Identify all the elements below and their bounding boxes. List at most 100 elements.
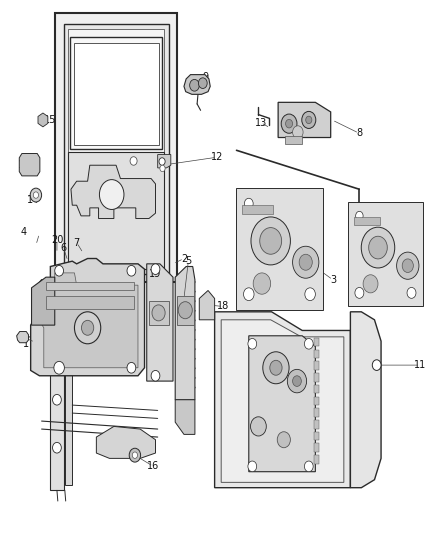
- Polygon shape: [175, 400, 195, 434]
- Text: 12: 12: [211, 152, 223, 162]
- Bar: [242, 205, 273, 214]
- Circle shape: [55, 265, 64, 276]
- Circle shape: [260, 228, 282, 254]
- Circle shape: [127, 265, 136, 276]
- Bar: [314, 361, 319, 370]
- Polygon shape: [19, 154, 40, 176]
- Bar: [314, 397, 319, 405]
- Circle shape: [407, 287, 416, 298]
- Bar: [314, 385, 319, 393]
- Polygon shape: [68, 152, 164, 269]
- Circle shape: [293, 126, 303, 139]
- Text: 11: 11: [414, 360, 427, 370]
- Circle shape: [263, 352, 289, 384]
- Text: 10: 10: [18, 160, 30, 170]
- Circle shape: [33, 192, 39, 198]
- Circle shape: [74, 312, 101, 344]
- Circle shape: [253, 273, 271, 294]
- Polygon shape: [37, 273, 138, 368]
- Text: 9: 9: [203, 72, 209, 82]
- Circle shape: [198, 78, 207, 88]
- Text: 8: 8: [356, 128, 362, 138]
- Circle shape: [277, 432, 290, 448]
- Polygon shape: [38, 113, 48, 127]
- Circle shape: [160, 165, 165, 172]
- Circle shape: [99, 180, 124, 209]
- Polygon shape: [32, 277, 55, 325]
- Circle shape: [151, 264, 160, 274]
- Bar: [314, 408, 319, 417]
- Text: 17: 17: [101, 206, 113, 215]
- Polygon shape: [158, 155, 171, 168]
- Circle shape: [299, 254, 312, 270]
- Text: 3: 3: [330, 275, 336, 285]
- Polygon shape: [50, 368, 64, 490]
- Circle shape: [244, 198, 253, 209]
- Circle shape: [293, 376, 301, 386]
- Polygon shape: [350, 312, 381, 488]
- Polygon shape: [184, 75, 210, 94]
- Circle shape: [305, 288, 315, 301]
- Circle shape: [248, 338, 257, 349]
- Circle shape: [248, 461, 257, 472]
- Circle shape: [304, 338, 313, 349]
- Polygon shape: [215, 312, 350, 488]
- Bar: [354, 217, 380, 225]
- Polygon shape: [236, 188, 323, 310]
- Circle shape: [369, 236, 387, 259]
- Bar: [314, 338, 319, 346]
- Text: 20: 20: [51, 235, 63, 245]
- Text: 18: 18: [217, 302, 230, 311]
- Circle shape: [251, 217, 290, 265]
- Circle shape: [363, 275, 378, 293]
- Polygon shape: [348, 202, 423, 306]
- Circle shape: [127, 362, 136, 373]
- Polygon shape: [55, 13, 177, 282]
- Circle shape: [270, 360, 282, 375]
- Circle shape: [293, 246, 319, 278]
- Bar: [314, 373, 319, 382]
- Polygon shape: [31, 259, 145, 376]
- Polygon shape: [147, 264, 173, 381]
- Circle shape: [178, 302, 192, 319]
- Circle shape: [159, 158, 165, 165]
- Polygon shape: [65, 373, 72, 485]
- Text: 19: 19: [149, 270, 162, 279]
- Text: 15: 15: [44, 115, 57, 125]
- Circle shape: [54, 361, 64, 374]
- Circle shape: [281, 114, 297, 133]
- Text: 16: 16: [147, 462, 159, 471]
- Bar: [285, 136, 302, 144]
- Text: 13: 13: [254, 118, 267, 127]
- Circle shape: [355, 287, 364, 298]
- Polygon shape: [278, 102, 331, 138]
- Text: 5: 5: [185, 256, 191, 266]
- Text: 7: 7: [74, 238, 80, 247]
- Circle shape: [286, 119, 293, 128]
- Circle shape: [130, 157, 137, 165]
- Bar: [314, 420, 319, 429]
- Polygon shape: [221, 320, 344, 482]
- Circle shape: [53, 394, 61, 405]
- Bar: [314, 350, 319, 358]
- Polygon shape: [249, 336, 315, 472]
- Circle shape: [306, 116, 312, 124]
- Circle shape: [30, 188, 42, 202]
- Polygon shape: [175, 266, 195, 400]
- Circle shape: [402, 259, 413, 272]
- Circle shape: [251, 417, 266, 436]
- Circle shape: [129, 448, 141, 462]
- Bar: [149, 301, 169, 325]
- Circle shape: [372, 360, 381, 370]
- Polygon shape: [68, 29, 164, 269]
- Circle shape: [190, 79, 199, 91]
- Polygon shape: [17, 332, 28, 343]
- Bar: [177, 296, 194, 325]
- Circle shape: [152, 305, 165, 321]
- Polygon shape: [71, 165, 155, 219]
- Circle shape: [302, 111, 316, 128]
- Polygon shape: [199, 290, 215, 320]
- Bar: [46, 282, 134, 290]
- Circle shape: [287, 369, 307, 393]
- Circle shape: [356, 211, 363, 221]
